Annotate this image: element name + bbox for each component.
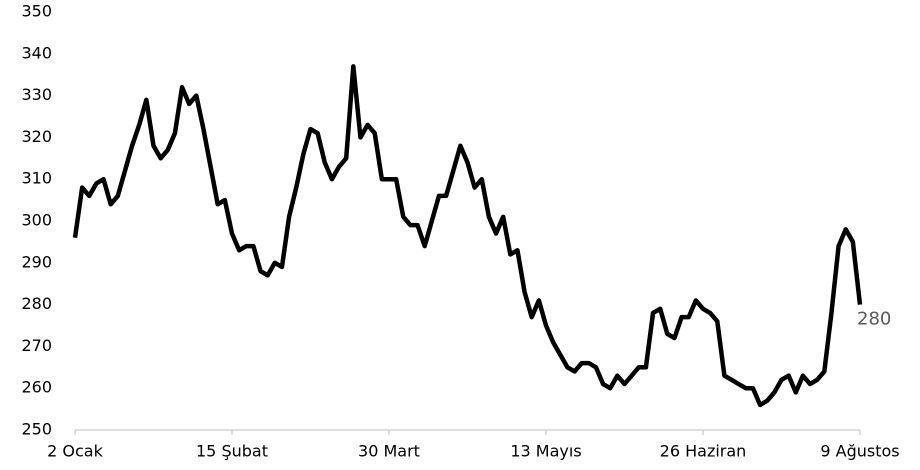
x-tick-label: 2 Ocak [47,442,103,461]
y-tick-label: 300 [21,211,52,230]
y-tick-label: 330 [21,85,52,104]
x-tick-label: 15 Şubat [196,442,268,461]
x-tick-label: 30 Mart [358,442,420,461]
y-tick-label: 350 [21,2,52,21]
x-tick-label: 9 Ağustos [820,442,899,461]
data-label: 280 [857,309,891,330]
line [72,64,863,408]
y-tick-label: 340 [21,43,52,62]
y-tick-label: 260 [21,378,52,397]
y-tick-label: 310 [21,169,52,188]
y-tick-label: 280 [21,294,52,313]
y-tick-label: 320 [21,127,52,146]
x-tick-label: 13 Mayıs [510,442,581,461]
y-tick-label: 290 [21,252,52,271]
y-tick-label: 250 [21,420,52,439]
x-tick-label: 26 Haziran [660,442,747,461]
y-tick-label: 270 [21,336,52,355]
